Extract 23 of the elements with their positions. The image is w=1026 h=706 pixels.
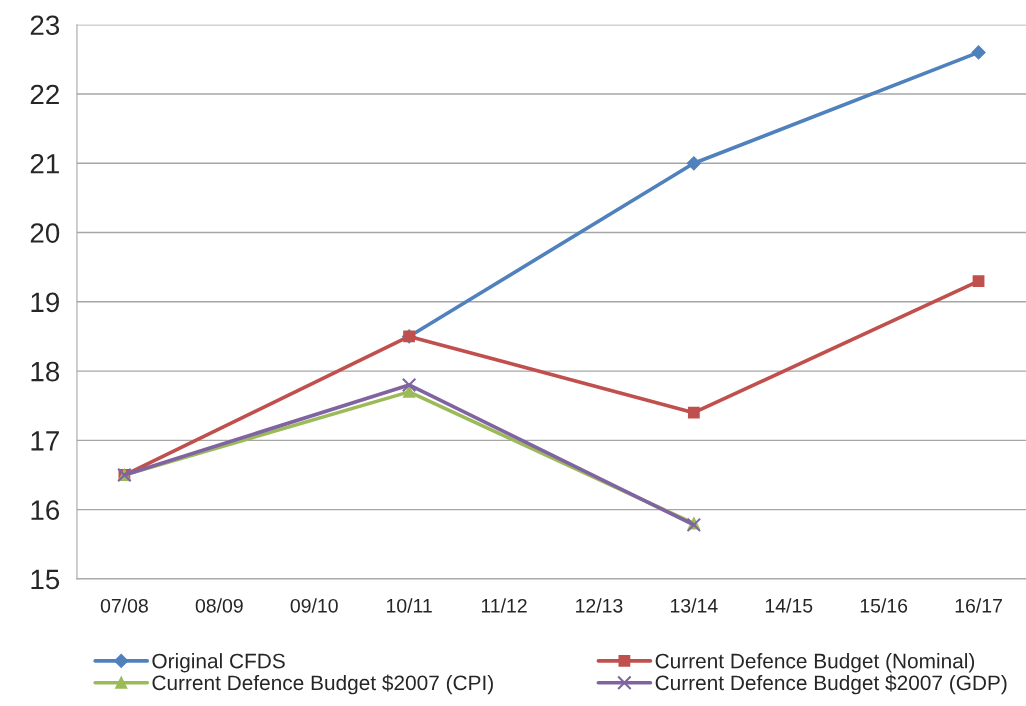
x-tick-label: 16/17	[955, 598, 1002, 613]
x-tick-label: 10/11	[386, 598, 432, 613]
legend-label: Current Defence Budget $2007 (CPI)	[152, 674, 493, 695]
x-tick-label: 09/10	[290, 598, 338, 613]
y-tick-label: 19	[31, 292, 59, 313]
y-tick-label: 17	[31, 431, 59, 451]
y-tick-label: 20	[30, 223, 60, 243]
y-tick-label: 16	[31, 500, 60, 520]
y-tick-label: 21	[30, 153, 59, 174]
x-tick-label: 14/15	[765, 598, 813, 613]
x-tick-label: 15/16	[860, 598, 908, 613]
x-tick-label: 12/13	[576, 598, 623, 613]
x-tick-label: 07/08	[100, 598, 148, 613]
legend-label: Current Defence Budget (Nominal)	[655, 653, 975, 673]
x-tick-label: 08/09	[195, 598, 243, 613]
x-tick-label: 11/12	[481, 598, 527, 613]
y-tick-label: 18	[31, 361, 60, 382]
y-tick-label: 23	[30, 15, 60, 36]
y-tick-label: 15	[31, 569, 60, 590]
legend-label: Original CFDS	[152, 653, 285, 673]
legend-label: Current Defence Budget $2007 (GDP)	[655, 674, 1007, 695]
y-tick-label: 22	[30, 84, 59, 105]
x-tick-label: 13/14	[670, 598, 718, 613]
